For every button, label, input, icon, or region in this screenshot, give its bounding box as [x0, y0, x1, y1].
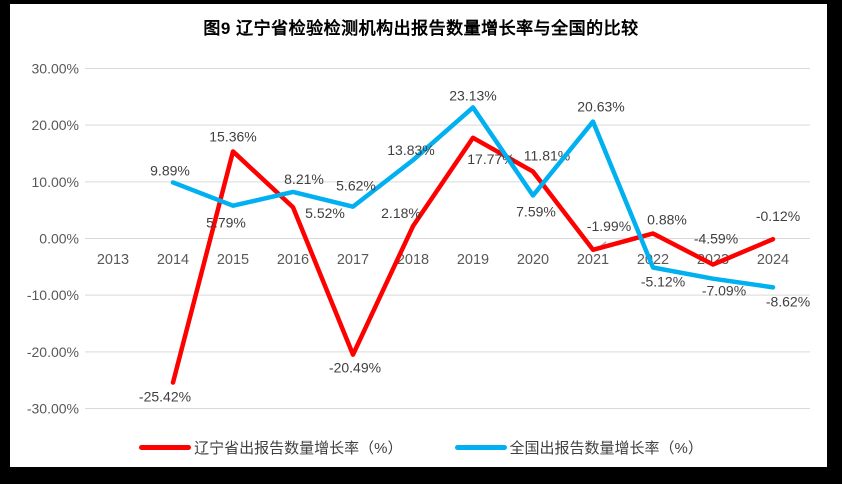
data-label: -7.09% [702, 283, 746, 299]
frame-border-bottom [0, 467, 842, 484]
data-label: 13.83% [387, 142, 434, 158]
data-label: 7.59% [516, 203, 556, 219]
legend-item-liaoning: 辽宁省出报告数量增长率（%） [139, 437, 403, 458]
data-label: -8.62% [766, 293, 810, 309]
data-label: -0.12% [756, 208, 800, 224]
data-label: -5.12% [641, 274, 685, 290]
x-tick-label: 2020 [517, 252, 549, 268]
frame-border-right [827, 0, 842, 484]
data-label: -25.42% [139, 389, 191, 405]
chart-title: 图9 辽宁省检验检测机构出报告数量增长率与全国的比较 [203, 19, 639, 38]
data-label: 11.81% [524, 148, 570, 164]
data-label: 0.88% [647, 212, 687, 228]
data-label: 15.36% [209, 128, 256, 144]
data-label: -4.59% [694, 231, 738, 247]
data-label: 23.13% [449, 87, 496, 103]
x-tick-label: 2021 [577, 252, 609, 268]
y-tick-label: 10.00% [32, 174, 79, 190]
chart-legend: 辽宁省出报告数量增长率（%） 全国出报告数量增长率（%） [0, 437, 842, 458]
x-tick-label: 2013 [97, 252, 129, 268]
x-tick-label: 2016 [277, 252, 309, 268]
y-tick-label: -10.00% [27, 287, 79, 303]
series-line-1 [170, 105, 776, 290]
data-label: 5.52% [305, 205, 345, 221]
y-tick-label: 30.00% [32, 60, 79, 76]
x-tick-label: 2019 [457, 252, 489, 268]
data-label: 20.63% [577, 99, 624, 115]
data-label: -20.49% [329, 360, 381, 376]
data-label: 2.18% [381, 205, 421, 221]
y-tick-label: 20.00% [32, 117, 79, 133]
data-label: 8.21% [284, 171, 324, 187]
x-tick-label: 2018 [397, 252, 429, 268]
data-label: 5.62% [336, 178, 376, 194]
x-tick-label: 2023 [697, 252, 729, 268]
frame-border-top [0, 0, 842, 4]
frame-border-left [0, 0, 10, 484]
legend-item-national: 全国出报告数量增长率（%） [454, 437, 703, 458]
series-line-0 [170, 135, 776, 385]
data-label: 9.89% [150, 162, 190, 178]
x-tick-label: 2015 [217, 252, 249, 268]
legend-label-national: 全国出报告数量增长率（%） [509, 440, 703, 457]
y-tick-label: -20.00% [27, 344, 79, 360]
x-tick-label: 2022 [637, 252, 669, 268]
y-tick-label: -30.00% [27, 401, 79, 417]
x-tick-label: 2014 [157, 252, 189, 268]
y-tick-label: 0.00% [39, 231, 79, 247]
legend-label-liaoning: 辽宁省出报告数量增长率（%） [194, 440, 403, 457]
x-tick-label: 2024 [757, 252, 789, 268]
legend-swatch-liaoning [139, 445, 192, 450]
data-label: 5.79% [206, 215, 246, 231]
data-label: -1.99% [587, 218, 631, 234]
x-tick-label: 2017 [337, 252, 369, 268]
legend-swatch-national [454, 445, 507, 450]
